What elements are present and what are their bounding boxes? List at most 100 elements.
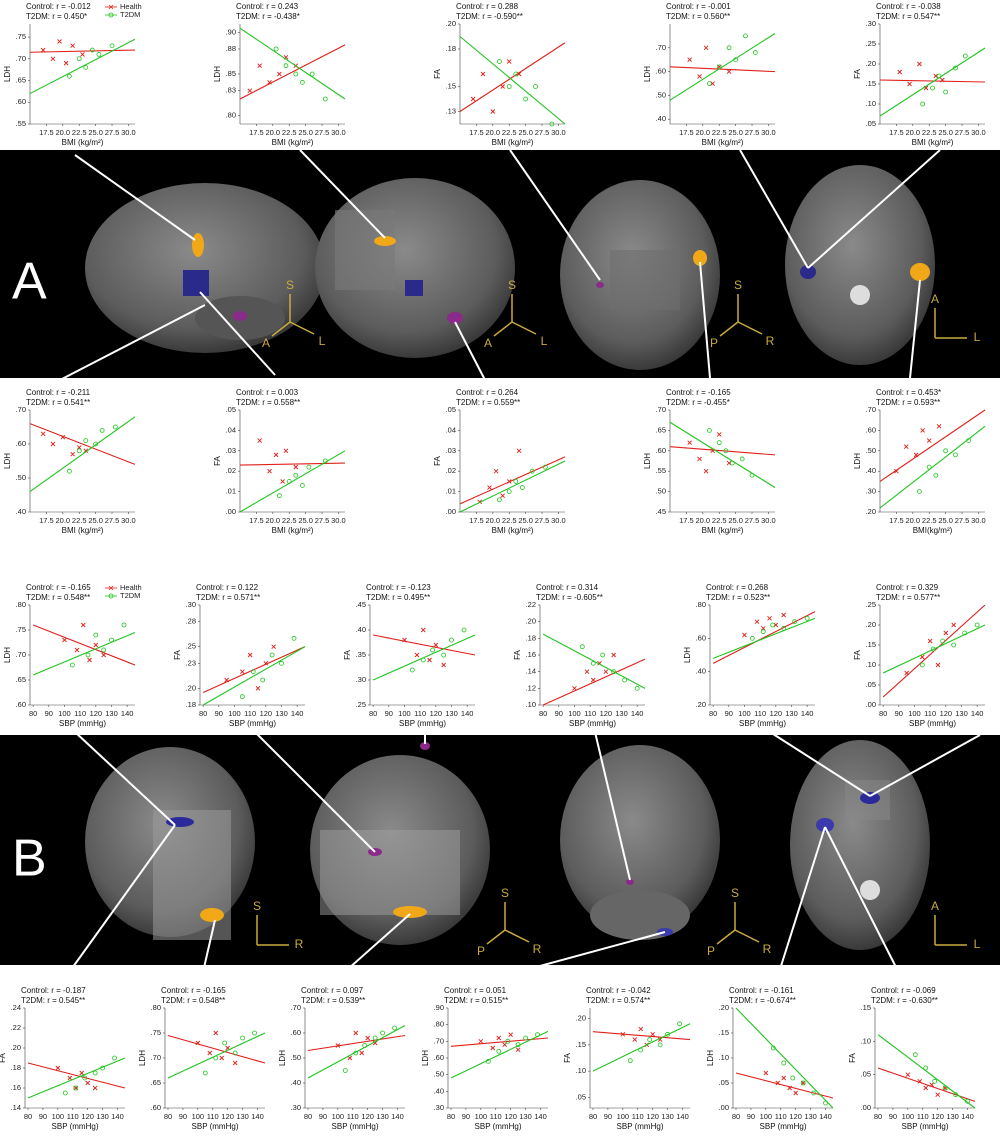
fit-line: [735, 1007, 834, 1109]
y-tick-label: .30: [866, 487, 876, 496]
annotation: T2DM: r = 0.541**: [26, 398, 90, 407]
connectors: [59, 149, 981, 986]
x-tick-label: 100: [52, 1112, 65, 1121]
x-tick-label: 25.0: [728, 516, 743, 525]
y-axis-label: FA: [343, 649, 352, 659]
orientation-axis: [734, 929, 760, 943]
point: [252, 1030, 257, 1036]
point: [372, 1040, 378, 1046]
y-tick-label: .10: [719, 1053, 729, 1062]
y-tick-label: .40: [656, 114, 666, 123]
y-tick-label: .40: [696, 667, 706, 676]
x-tick-label: 90: [889, 1112, 897, 1121]
x-tick-label: 30.0: [121, 128, 136, 137]
point: [529, 468, 535, 474]
point: [40, 431, 46, 437]
y-tick-label: .15: [719, 1028, 729, 1037]
y-axis-label: FA: [433, 455, 442, 465]
x-axis-label: SBP (mmHg): [475, 1122, 522, 1131]
y-axis-label: LDH: [3, 453, 12, 469]
point: [306, 464, 312, 470]
y-tick-label: .00: [866, 700, 876, 709]
fit-line: [29, 49, 136, 53]
point: [257, 63, 263, 68]
point: [935, 1092, 941, 1097]
annotation: T2DM: r = 0.515**: [444, 996, 508, 1005]
x-tick-label: 25.0: [88, 516, 103, 525]
point: [257, 438, 263, 443]
fit-line: [27, 1057, 126, 1099]
orientation-label: A: [931, 899, 939, 913]
point: [69, 662, 75, 668]
y-tick-label: .75: [16, 32, 26, 41]
annotation: T2DM: r = -0.605**: [536, 593, 603, 602]
point: [916, 489, 922, 495]
x-axis-label: SBP (mmHg): [229, 719, 276, 728]
orientation-axis: [719, 321, 739, 337]
point: [716, 432, 722, 437]
point: [940, 638, 946, 644]
fit-line: [29, 38, 136, 95]
y-tick-label: .00: [719, 1103, 729, 1112]
point: [250, 669, 256, 675]
annotation: Control: r = -0.161: [729, 986, 794, 995]
x-tick-label: 90: [179, 1112, 187, 1121]
point: [632, 1037, 638, 1042]
point: [392, 1025, 397, 1031]
x-tick-label: 120: [430, 709, 443, 718]
y-tick-label: .45: [356, 600, 366, 609]
fit-line: [167, 1034, 266, 1064]
y-tick-label: .70: [16, 650, 26, 659]
point: [770, 622, 776, 628]
x-tick-label: 22.5: [282, 516, 297, 525]
y-tick-label: .50: [656, 487, 666, 496]
point: [80, 622, 86, 628]
x-tick-label: 80: [29, 709, 37, 718]
orientation-label: R: [763, 942, 772, 956]
x-tick-label: 100: [908, 709, 921, 718]
point: [781, 1075, 787, 1081]
point: [430, 647, 436, 653]
fit-line: [459, 456, 566, 505]
x-tick-label: 110: [917, 1112, 929, 1121]
y-tick-label: .30: [356, 675, 366, 684]
legend-marker: [108, 585, 114, 591]
y-tick-label: .18: [526, 633, 536, 642]
x-tick-label: 130: [445, 709, 458, 718]
point: [277, 71, 282, 77]
point: [533, 84, 538, 89]
x-axis-label: BMI (kg/m²): [492, 526, 534, 535]
x-tick-label: 110: [414, 709, 426, 718]
x-tick-label: 140: [251, 1112, 264, 1121]
x-tick-label: 25.0: [938, 516, 953, 525]
point: [549, 121, 555, 127]
y-tick-label: .05: [719, 1078, 729, 1087]
y-tick-label: .15: [861, 1003, 871, 1012]
legend-label: Health: [120, 2, 142, 11]
x-tick-label: 30.0: [331, 516, 346, 525]
orientation-label: R: [766, 334, 775, 348]
y-tick-label: .20: [866, 507, 876, 516]
point: [293, 71, 299, 77]
y-tick-label: .25: [186, 642, 196, 651]
y-tick-label: .60: [16, 439, 26, 448]
annotation: Control: r = -0.165: [26, 583, 91, 592]
x-tick-label: 30.0: [971, 516, 986, 525]
x-tick-label: 140: [121, 709, 134, 718]
point: [269, 652, 275, 658]
x-tick-label: 110: [347, 1112, 359, 1121]
point: [247, 88, 253, 93]
point: [936, 424, 942, 429]
x-axis-label: BMI(kg/m²): [913, 526, 953, 535]
x-tick-label: 27.5: [105, 516, 120, 525]
y-axis-label: LDH: [706, 1050, 715, 1066]
y-tick-label: .05: [226, 405, 236, 414]
point: [943, 630, 949, 636]
x-tick-label: 80: [164, 1112, 172, 1121]
y-tick-label: .15: [576, 1040, 586, 1049]
point: [70, 451, 75, 457]
point: [89, 47, 95, 53]
